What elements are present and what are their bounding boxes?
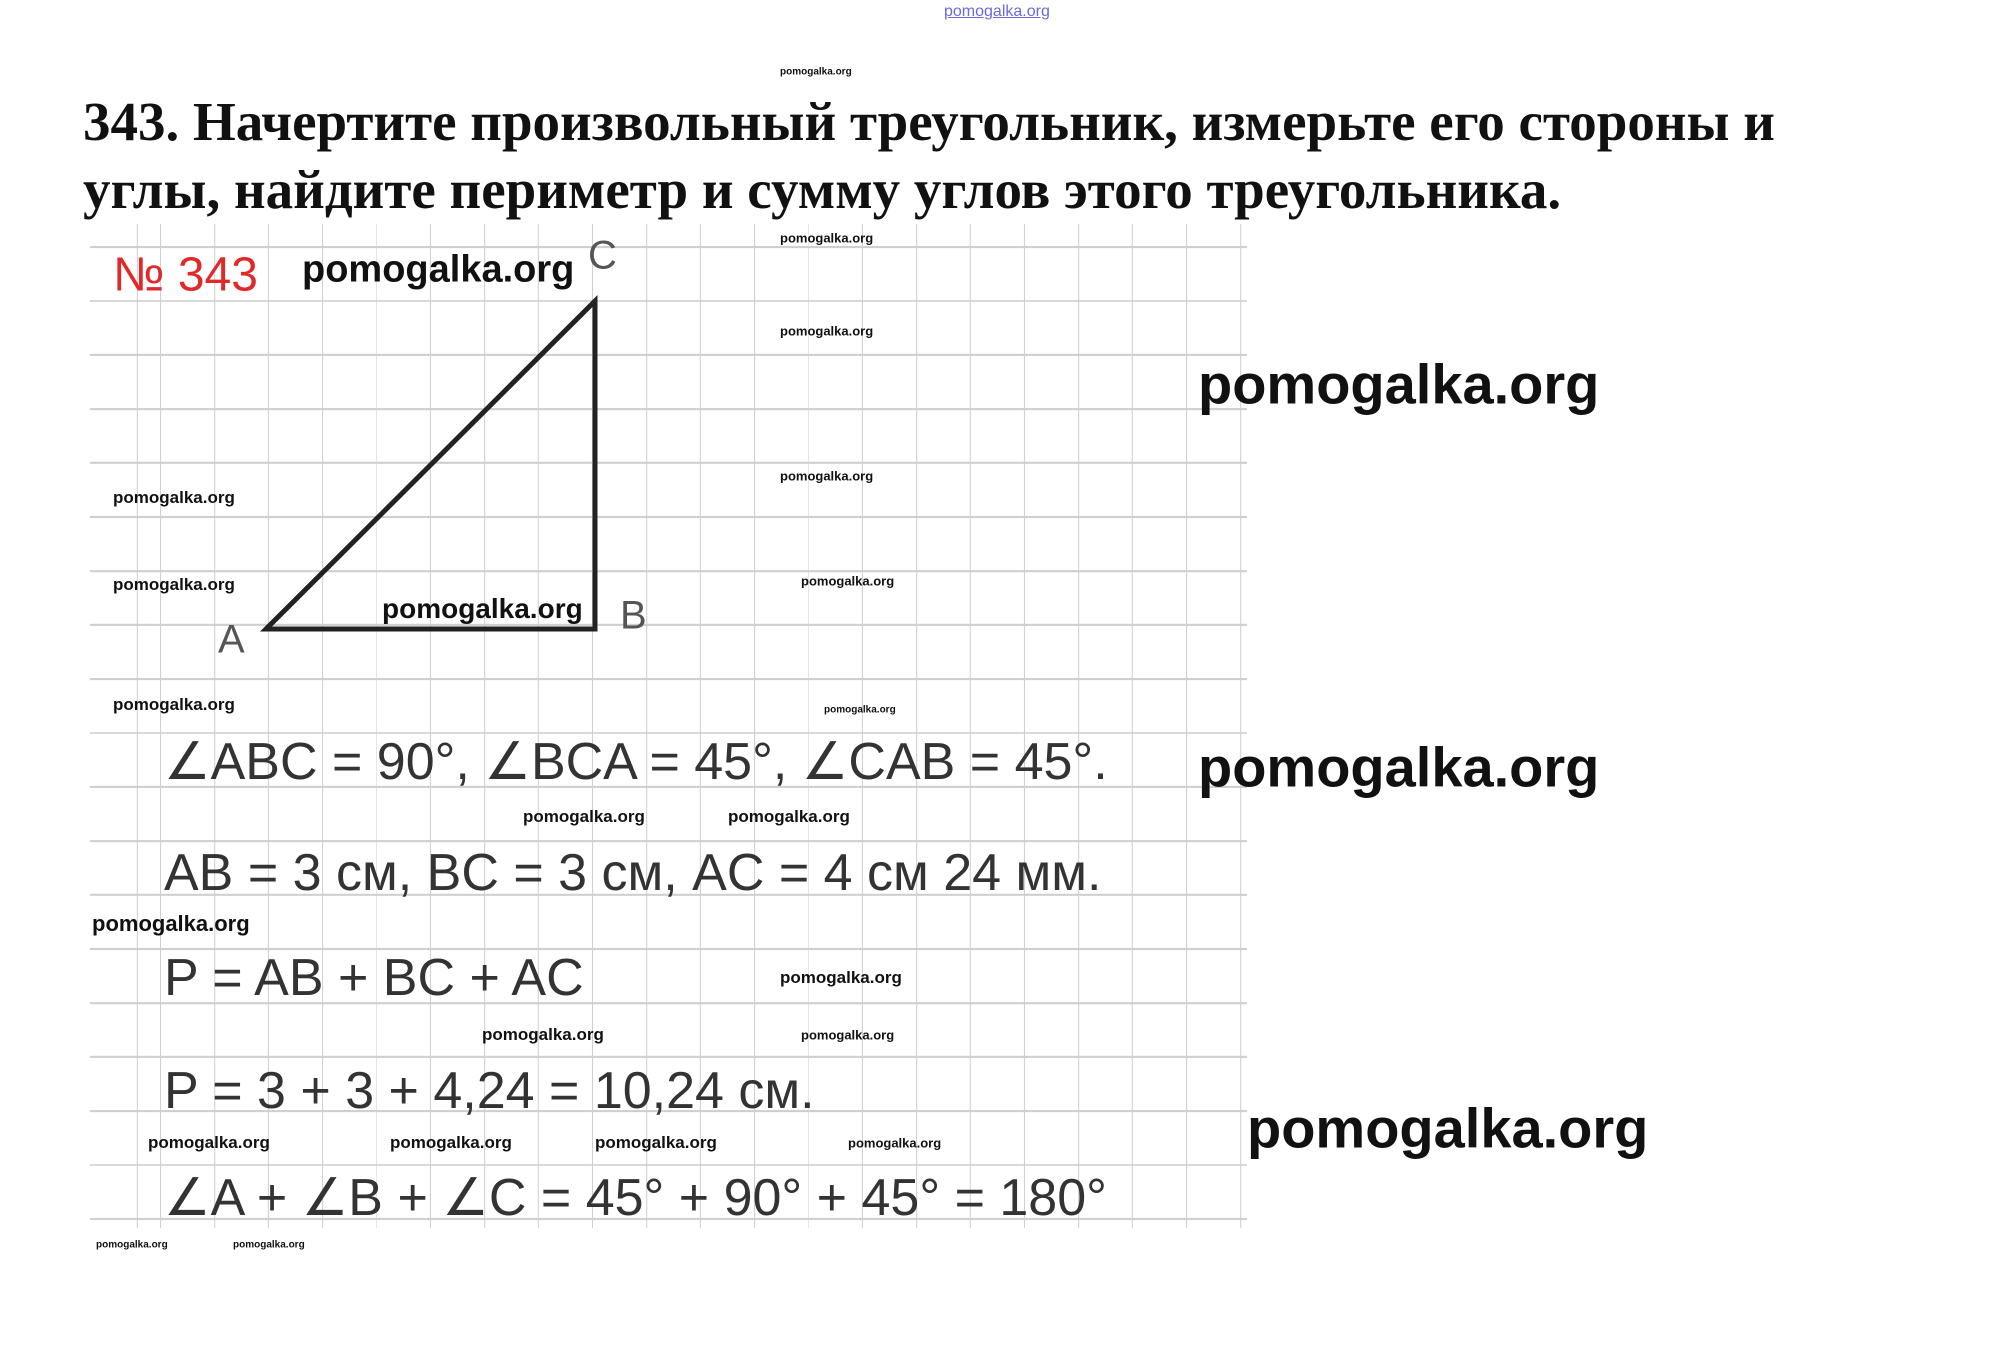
solution-angle-sum: ∠A + ∠B + ∠C = 45° + 90° + 45° = 180° [164, 1169, 1107, 1227]
task-title-line1: 343. Начертите произвольный треугольник,… [83, 91, 1775, 152]
watermark: pomogalka.org [113, 488, 235, 507]
watermark: pomogalka.org [113, 575, 235, 594]
vertex-label-c: C [588, 233, 617, 278]
solution-perimeter-value: P = 3 + 3 + 4,24 = 10,24 см. [164, 1062, 815, 1120]
watermark: pomogalka.org [482, 1025, 604, 1044]
watermark: pomogalka.org [233, 1239, 305, 1251]
watermark: pomogalka.org [1198, 735, 1600, 799]
watermark: pomogalka.org [801, 1027, 895, 1043]
watermark: pomogalka.org [1247, 1096, 1649, 1160]
watermark: pomogalka.org [728, 807, 850, 826]
watermark: pomogalka.org [92, 911, 250, 936]
watermark: pomogalka.org [780, 468, 874, 484]
watermark: pomogalka.org [848, 1135, 942, 1151]
top-watermark[interactable]: pomogalka.org [944, 3, 1050, 20]
solution-angles: ∠ABC = 90°, ∠BCA = 45°, ∠CAB = 45°. [164, 733, 1108, 791]
watermark: pomogalka.org [780, 230, 874, 246]
watermark: pomogalka.org [824, 704, 896, 716]
watermark: pomogalka.org [148, 1133, 270, 1152]
watermark: pomogalka.org [302, 248, 575, 291]
task-title-line2: углы, найдите периметр и сумму углов это… [83, 159, 1562, 220]
triangle-abc [259, 294, 598, 632]
watermark: pomogalka.org [780, 323, 874, 339]
watermark: pomogalka.org [780, 66, 852, 78]
solution-sides: AB = 3 см, BC = 3 см, AC = 4 см 24 мм. [164, 844, 1102, 902]
watermark: pomogalka.org [390, 1133, 512, 1152]
watermark: pomogalka.org [113, 695, 235, 714]
solution-perimeter-formula: P = AB + BC + AC [164, 949, 584, 1007]
vertex-label-b: B [620, 593, 647, 638]
watermark: pomogalka.org [96, 1239, 168, 1251]
watermark: pomogalka.org [801, 573, 895, 589]
watermark: pomogalka.org [523, 807, 645, 826]
watermark: pomogalka.org [595, 1133, 717, 1152]
problem-number: № 343 [113, 248, 258, 302]
grid-paper [90, 224, 1247, 1228]
watermark: pomogalka.org [382, 593, 583, 624]
watermark: pomogalka.org [780, 968, 902, 987]
watermark: pomogalka.org [1198, 352, 1600, 416]
vertex-label-a: A [218, 617, 245, 662]
